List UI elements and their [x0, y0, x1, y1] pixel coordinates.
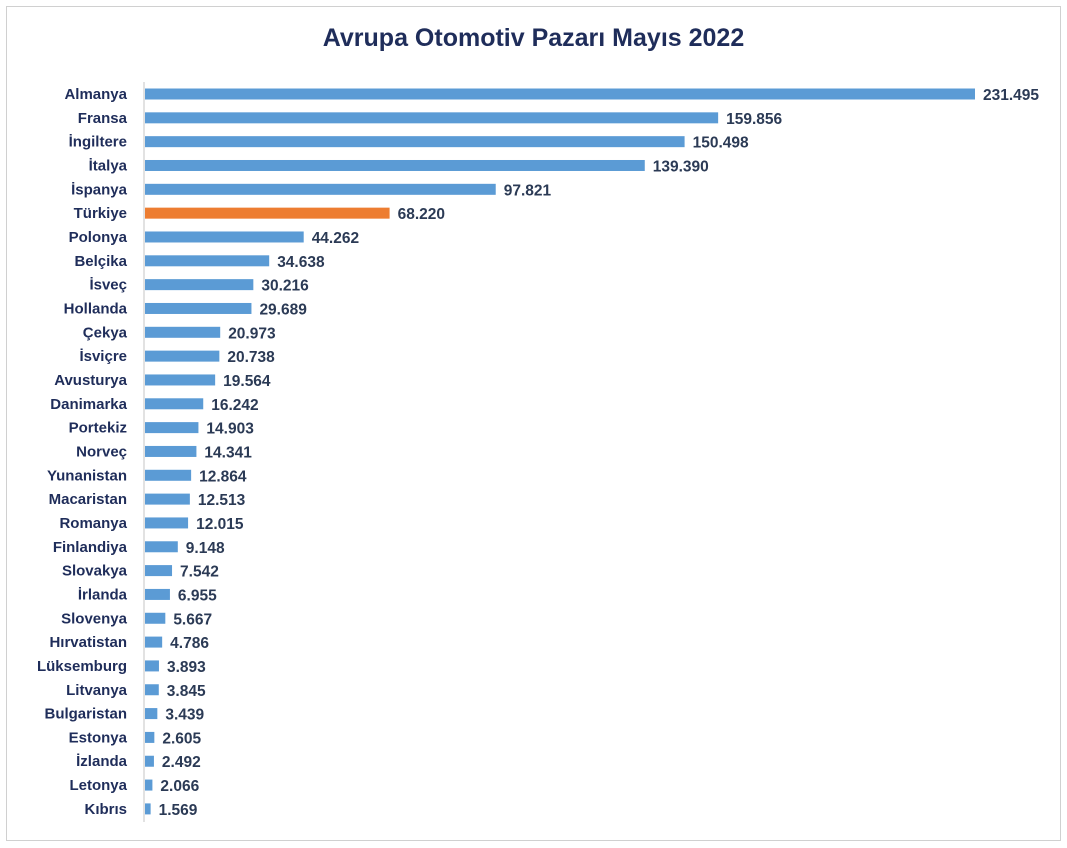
- category-label: Hollanda: [64, 300, 128, 317]
- category-label: Kıbrıs: [84, 801, 127, 818]
- category-label: İsviçre: [79, 348, 127, 365]
- category-label: Çekya: [83, 324, 128, 341]
- value-label: 2.605: [162, 730, 201, 747]
- category-label: Türkiye: [74, 205, 127, 222]
- category-label: Yunanistan: [47, 467, 127, 484]
- category-label: Norveç: [76, 443, 127, 460]
- bar: [145, 88, 975, 100]
- bar: [145, 731, 155, 743]
- value-label: 19.564: [223, 373, 271, 390]
- value-label: 4.786: [170, 635, 209, 652]
- category-label: İrlanda: [78, 586, 128, 603]
- value-label: 68.220: [398, 206, 445, 223]
- bar: [145, 398, 204, 410]
- category-label: Avusturya: [54, 372, 127, 389]
- category-label: Fransa: [78, 110, 128, 127]
- bar: [145, 636, 163, 648]
- category-label: Macaristan: [49, 491, 127, 508]
- value-label: 14.341: [204, 444, 252, 461]
- category-label: Hırvatistan: [49, 634, 127, 651]
- bar: [145, 445, 197, 457]
- value-label: 150.498: [693, 135, 749, 152]
- bar: [145, 469, 192, 481]
- bar: [145, 803, 151, 815]
- category-label: Lüksemburg: [37, 658, 127, 675]
- category-label: Letonya: [69, 777, 127, 794]
- bar: [145, 183, 496, 195]
- value-label: 139.390: [653, 158, 709, 175]
- bar: [145, 565, 173, 577]
- value-label: 3.439: [165, 707, 204, 724]
- value-label: 97.821: [504, 182, 552, 199]
- value-label: 3.845: [167, 683, 206, 700]
- value-label: 6.955: [178, 587, 217, 604]
- category-label: İzlanda: [76, 753, 128, 770]
- category-label: Bulgaristan: [44, 706, 127, 723]
- bar: [145, 159, 645, 171]
- category-label: Finlandiya: [53, 539, 128, 556]
- value-label: 14.903: [206, 421, 254, 438]
- bar: [145, 660, 159, 672]
- category-label: İtalya: [89, 157, 128, 174]
- value-label: 20.738: [227, 349, 275, 366]
- value-label: 29.689: [259, 301, 307, 318]
- value-label: 7.542: [180, 564, 219, 581]
- bar: [145, 207, 390, 219]
- value-label: 16.242: [211, 397, 258, 414]
- value-label: 2.492: [162, 754, 201, 771]
- category-label: Litvanya: [66, 682, 128, 699]
- value-label: 3.893: [167, 659, 206, 676]
- bar: [145, 326, 221, 338]
- category-label: İspanya: [71, 181, 128, 198]
- value-label: 2.066: [160, 778, 199, 795]
- value-label: 30.216: [261, 278, 309, 295]
- category-label: Danimarka: [50, 396, 127, 413]
- bar: [145, 374, 216, 386]
- value-label: 159.856: [726, 111, 782, 128]
- category-label: İngiltere: [69, 134, 127, 151]
- chart-frame: [6, 6, 1061, 841]
- value-label: 231.495: [983, 87, 1039, 104]
- value-label: 5.667: [173, 611, 212, 628]
- bar: [145, 279, 254, 291]
- category-label: Almanya: [64, 86, 127, 103]
- bar: [145, 302, 252, 314]
- bar: [145, 612, 166, 624]
- bar: [145, 350, 220, 362]
- value-label: 9.148: [186, 540, 225, 557]
- value-label: 44.262: [312, 230, 359, 247]
- category-label: Slovakya: [62, 563, 128, 580]
- category-label: Polonya: [69, 229, 128, 246]
- bar: [145, 779, 153, 791]
- bar: [145, 136, 685, 148]
- bar: [145, 422, 199, 434]
- bar: [145, 708, 158, 720]
- bar: [145, 755, 154, 767]
- value-label: 20.973: [228, 325, 276, 342]
- value-label: 12.015: [196, 516, 244, 533]
- category-label: Estonya: [69, 729, 128, 746]
- value-label: 12.513: [198, 492, 246, 509]
- bar: [145, 493, 190, 505]
- value-label: 12.864: [199, 468, 247, 485]
- category-label: Belçika: [74, 253, 127, 270]
- bar: [145, 588, 170, 600]
- category-label: İsveç: [89, 277, 127, 294]
- bar: [145, 112, 719, 124]
- bar: [145, 517, 189, 529]
- category-label: Slovenya: [61, 610, 128, 627]
- value-label: 1.569: [159, 802, 198, 819]
- category-label: Romanya: [59, 515, 127, 532]
- bar: [145, 255, 270, 267]
- chart-title: Avrupa Otomotiv Pazarı Mayıs 2022: [322, 24, 745, 52]
- category-label: Portekiz: [69, 420, 127, 437]
- value-label: 34.638: [277, 254, 325, 271]
- bar: [145, 684, 159, 696]
- bar: [145, 231, 304, 243]
- bar: [145, 541, 178, 553]
